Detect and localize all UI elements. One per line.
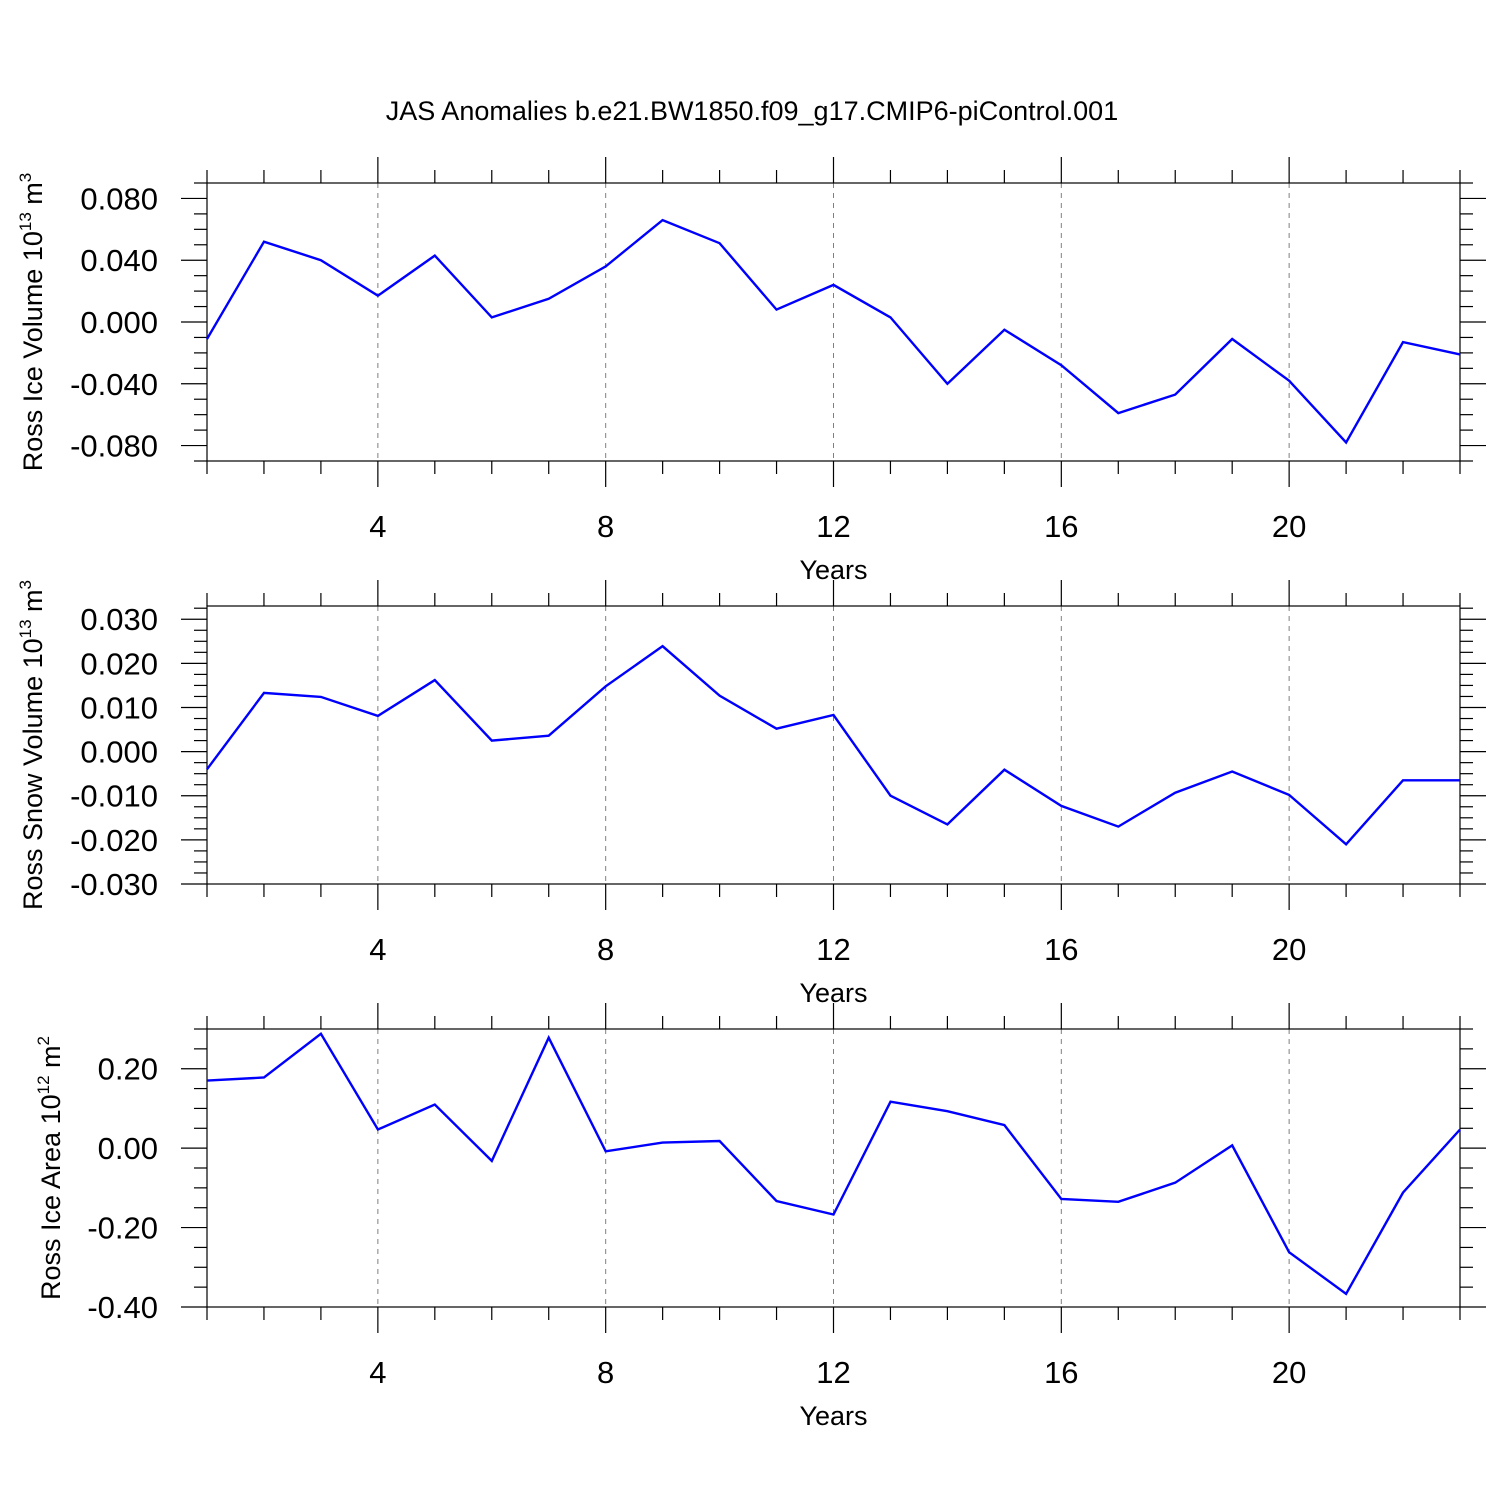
y-axis-title: Ross Ice Volume 1013 m3	[16, 173, 48, 472]
y-tick-label: 0.010	[80, 690, 158, 725]
x-tick-label: 12	[816, 509, 850, 544]
panel-ice-volume: 4 8 12 16 20Years0.0800.0400.000-0.040-0.080…	[16, 157, 1486, 585]
y-axis-title-text: Ross Snow Volume 10	[18, 638, 48, 910]
y-tick-label: -0.20	[87, 1211, 158, 1246]
y-tick-label: -0.020	[70, 823, 158, 858]
x-tick-label: 16	[1044, 932, 1078, 967]
x-tick-label: 8	[597, 509, 614, 544]
y-axis-title-unit-exponent: 2	[34, 1036, 53, 1045]
y-axis-title-text: Ross Ice Volume 10	[18, 231, 48, 471]
y-tick-label: 0.00	[98, 1131, 158, 1166]
y-tick-label: 0.20	[98, 1052, 158, 1087]
series-line	[206, 644, 1460, 846]
x-tick-label: 4	[369, 932, 386, 967]
y-tick-label: -0.010	[70, 779, 158, 814]
series-line	[206, 1032, 1461, 1296]
x-tick-label: 12	[816, 932, 850, 967]
y-tick-label: -0.030	[70, 867, 158, 902]
x-tick-label: 8	[597, 1355, 614, 1390]
x-tick-label: 20	[1272, 1355, 1306, 1390]
series-line	[205, 218, 1461, 445]
y-axis-title: Ross Ice Area 1012 m2	[34, 1036, 66, 1300]
y-axis-title-unit-exponent: 3	[16, 580, 35, 589]
chart-title: JAS Anomalies b.e21.BW1850.f09_g17.CMIP6…	[386, 96, 1118, 126]
y-tick-label: 0.040	[80, 243, 158, 278]
panel-ice-area: 4 8 12 16 20 Years 0.20 0.00 -0.20 -0.40 Ross Ice …	[34, 1003, 1486, 1431]
y-tick-label: 0.000	[80, 305, 158, 340]
y-tick-label: -0.040	[70, 367, 158, 402]
y-axis-title-unit: m	[18, 182, 48, 212]
x-tick-label: 20	[1272, 932, 1306, 967]
y-tick-label: 0.020	[80, 646, 158, 681]
x-tick-label: 4	[369, 1355, 386, 1390]
panel-snow-volume: 4 8 12 16 20Years0.0300.0200.0100.000-0.010-…	[16, 580, 1486, 1008]
y-axis-title-exponent: 12	[34, 1075, 53, 1094]
y-axis-title-unit: m	[18, 589, 48, 619]
y-tick-label: 0.030	[80, 602, 158, 637]
y-axis-title-unit: m	[36, 1045, 66, 1075]
y-tick-label: -0.40	[87, 1290, 158, 1325]
x-tick-label: 16	[1044, 509, 1078, 544]
x-tick-label: 12	[816, 1355, 850, 1390]
y-axis-title-text: Ross Ice Area 10	[36, 1094, 66, 1300]
y-tick-label: 0.080	[80, 181, 158, 216]
y-tick-label: 0.000	[80, 735, 158, 770]
y-axis-title-exponent: 13	[16, 619, 35, 638]
y-axis-title-unit-exponent: 3	[16, 173, 35, 182]
x-tick-label: 16	[1044, 1355, 1078, 1390]
x-tick-label: 8	[597, 932, 614, 967]
x-tick-label: 4	[369, 509, 386, 544]
y-tick-label: -0.080	[70, 429, 158, 464]
x-axis-title: Years	[799, 1401, 867, 1431]
y-axis-title: Ross Snow Volume 1013 m3	[16, 580, 48, 910]
x-tick-label: 20	[1272, 509, 1306, 544]
y-axis-title-exponent: 13	[16, 212, 35, 231]
